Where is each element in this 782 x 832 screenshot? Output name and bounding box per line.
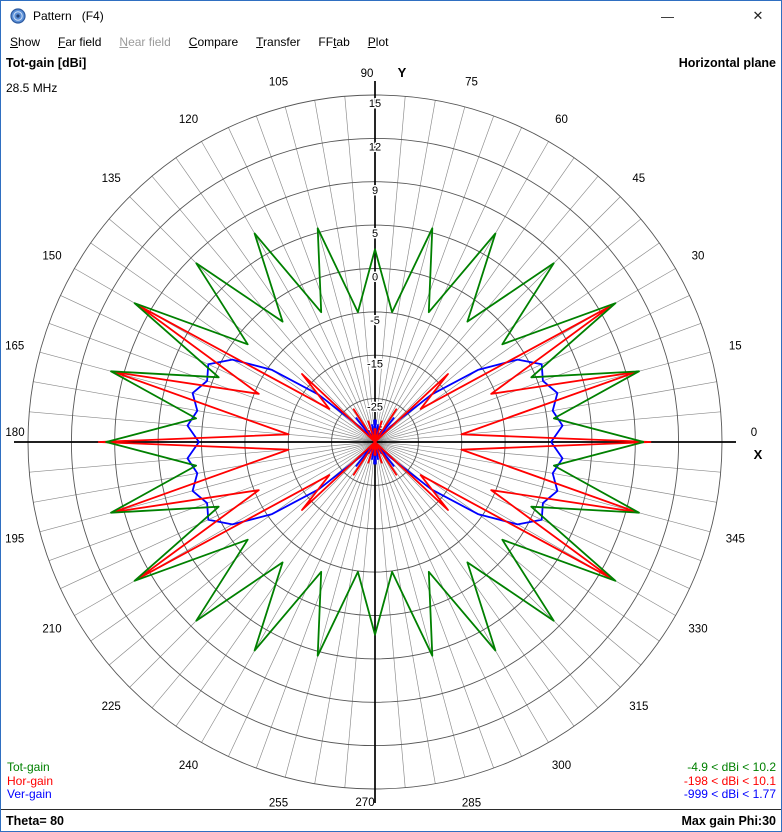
range-hor-gain: -198 < dBi < 10.1 — [683, 773, 776, 788]
angle-label-345: 345 — [726, 534, 745, 546]
angle-label-30: 30 — [692, 251, 705, 263]
angle-label-285: 285 — [462, 797, 481, 809]
angle-label-315: 315 — [629, 701, 648, 713]
minimize-icon: — — [661, 8, 674, 24]
angle-label-300: 300 — [552, 760, 571, 772]
scale-label-12: 12 — [369, 141, 381, 153]
angle-label-210: 210 — [42, 624, 61, 636]
app-icon — [10, 8, 26, 24]
menu-far-field[interactable]: Far field — [58, 35, 102, 49]
scale-label-9: 9 — [372, 185, 378, 197]
angle-label-195: 195 — [5, 534, 24, 546]
max-gain-status: Max gain Phi:30 — [681, 814, 776, 828]
angle-label-270: 270 — [355, 797, 374, 809]
plane-label: Horizontal plane — [678, 56, 776, 70]
menu-near-field: Near field — [119, 35, 171, 49]
range-ver-gain: -999 < dBi < 1.77 — [683, 787, 776, 801]
legend-tot-gain: Tot-gain — [7, 760, 50, 774]
angle-label-15: 15 — [729, 341, 742, 353]
angle-label-75: 75 — [465, 77, 478, 89]
legend-ver-gain: Ver-gain — [7, 787, 52, 801]
range-tot-gain: -4.9 < dBi < 10.2 — [687, 760, 776, 774]
menu-plot[interactable]: Plot — [367, 35, 389, 49]
angle-label-60: 60 — [555, 114, 568, 126]
hor-gain-curve — [97, 304, 652, 580]
angle-label-120: 120 — [179, 114, 198, 126]
angle-label-90: 90 — [361, 68, 374, 80]
window-title: Pattern — [33, 9, 72, 23]
legend: Tot-gain Hor-gain Ver-gain — [7, 760, 54, 802]
angle-label-0: 0 — [751, 427, 757, 439]
close-icon: ✕ — [752, 8, 764, 23]
angle-label-255: 255 — [269, 797, 288, 809]
angle-label-135: 135 — [102, 173, 121, 185]
close-button[interactable]: ✕ — [735, 1, 781, 31]
window-title-shortcut: (F4) — [81, 9, 104, 23]
angle-label-330: 330 — [688, 624, 707, 636]
y-axis-label: Y — [398, 65, 407, 80]
tot-gain-curve — [105, 227, 645, 657]
menu-bar: Show Far field Near field Compare Transf… — [1, 31, 781, 53]
menu-fftab[interactable]: FFtab — [318, 35, 350, 49]
title-bar[interactable]: Pattern (F4) — ✕ — [1, 1, 781, 31]
angle-label-225: 225 — [102, 701, 121, 713]
angle-label-45: 45 — [632, 173, 645, 185]
status-bar: Theta= 80 Max gain Phi:30 — [1, 809, 781, 831]
curves — [97, 227, 652, 657]
angle-label-180: 180 — [5, 427, 24, 439]
scale-label--15: -15 — [367, 358, 383, 370]
angle-labels: 0153045607590105120135150165180195210225… — [5, 65, 763, 809]
scale-label--25: -25 — [367, 402, 383, 414]
angle-label-240: 240 — [179, 760, 198, 772]
legend-ranges: -4.9 < dBi < 10.2 -198 < dBi < 10.1 -999… — [683, 760, 776, 802]
gain-type-label: Tot-gain [dBi] — [6, 56, 87, 70]
menu-compare[interactable]: Compare — [188, 35, 239, 49]
scale-label-0: 0 — [372, 272, 378, 284]
x-axis-label: X — [754, 447, 763, 462]
minimize-button[interactable]: — — [645, 1, 690, 31]
theta-status: Theta= 80 — [6, 814, 65, 828]
angle-label-150: 150 — [42, 251, 61, 263]
scale-label-15: 15 — [369, 98, 381, 110]
legend-hor-gain: Hor-gain — [7, 773, 54, 788]
menu-transfer[interactable]: Transfer — [256, 35, 301, 49]
angle-label-105: 105 — [269, 77, 288, 89]
menu-show[interactable]: Show — [10, 35, 41, 49]
angle-label-165: 165 — [5, 341, 24, 353]
scale-label-5: 5 — [372, 228, 378, 240]
frequency-label: 28.5 MHz — [6, 81, 58, 95]
scale-label--5: -5 — [370, 315, 380, 327]
